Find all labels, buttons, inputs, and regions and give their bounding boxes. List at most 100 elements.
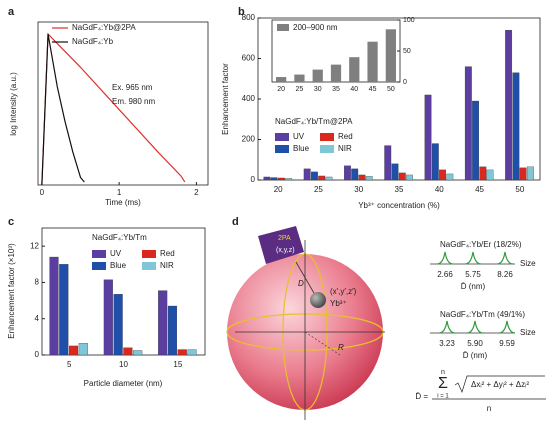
inset-x-tick-label: 30 xyxy=(314,86,322,93)
bar xyxy=(479,166,487,181)
bar xyxy=(263,176,271,181)
y-tick-label: 200 xyxy=(242,135,256,144)
legend-swatch xyxy=(275,145,289,153)
bar xyxy=(519,167,527,181)
bar xyxy=(446,173,454,181)
y-axis-label: Enhancement factor (×10³) xyxy=(7,243,16,339)
y-tick-label: 400 xyxy=(242,94,256,103)
x-tick-label: 15 xyxy=(173,360,182,369)
inset-x-tick-label: 20 xyxy=(277,86,285,93)
bar xyxy=(133,350,143,356)
y-tick-label: 0 xyxy=(35,350,40,359)
er-peak: 2.66 xyxy=(437,270,453,279)
er-axis: D̄ (nm) xyxy=(461,282,486,291)
legend-label: NaGdF₄:Yb@2PA xyxy=(72,23,136,32)
inset-legend-swatch xyxy=(277,24,289,31)
bar xyxy=(177,349,187,356)
radius-line xyxy=(304,331,341,356)
bar xyxy=(318,175,326,181)
bar xyxy=(270,177,278,181)
y-axis-label: Enhancement factor xyxy=(221,63,230,135)
tm-title: NaGdF₄:Yb/Tm (49/1%) xyxy=(440,310,525,319)
bar xyxy=(391,163,399,181)
x-tick-label: 5 xyxy=(67,360,72,369)
panel-letter: d xyxy=(232,216,239,228)
panel-letter: c xyxy=(8,216,14,228)
legend-label: Red xyxy=(160,249,175,258)
bar xyxy=(285,178,293,181)
y-tick-label: 8 xyxy=(35,278,40,287)
x-tick-label: 1 xyxy=(117,188,122,197)
panel-letter: b xyxy=(238,6,245,18)
ion-label: Yb³⁺ xyxy=(330,299,347,308)
bar xyxy=(325,176,333,181)
legend-swatch xyxy=(275,133,289,141)
tm-axis: D̄ (nm) xyxy=(463,351,488,360)
inset-y-tick-label: 50 xyxy=(403,48,411,55)
bar xyxy=(187,349,197,356)
inset-bar xyxy=(367,41,378,82)
legend-label: NIR xyxy=(160,261,174,270)
radical xyxy=(454,375,545,393)
bar xyxy=(439,169,446,181)
legend-label: NIR xyxy=(338,144,352,153)
x-tick-label: 2 xyxy=(194,188,199,197)
bar xyxy=(424,94,432,181)
x-tick-label: 10 xyxy=(119,360,128,369)
x-tick-label: 45 xyxy=(475,185,484,194)
bar xyxy=(486,169,494,181)
formula-lhs: D̄ = xyxy=(415,392,428,401)
er-peak: 8.26 xyxy=(497,270,513,279)
legend-label: UV xyxy=(110,249,122,258)
x-axis-label: Particle diameter (nm) xyxy=(84,379,163,388)
bar xyxy=(158,290,168,356)
legend-label: UV xyxy=(293,132,305,141)
legend-swatch xyxy=(92,262,106,270)
bar xyxy=(398,172,406,181)
bar xyxy=(431,143,439,181)
bar xyxy=(344,165,351,181)
bar xyxy=(113,294,123,356)
inset-x-tick-label: 40 xyxy=(350,86,358,93)
inset-bar xyxy=(330,64,342,82)
bar xyxy=(512,72,520,181)
bar xyxy=(406,174,413,181)
x-tick-label: 20 xyxy=(274,185,283,194)
legend-swatch xyxy=(142,262,156,270)
bar xyxy=(303,168,311,181)
inset-x-tick-label: 35 xyxy=(332,86,340,93)
bar xyxy=(505,29,513,181)
er-title: NaGdF₄:Yb/Er (18/2%) xyxy=(440,240,522,249)
legend-label: Red xyxy=(338,132,353,141)
tm-peak: 9.59 xyxy=(499,339,515,348)
plot-frame xyxy=(37,21,209,186)
ion xyxy=(310,292,326,308)
distance-label: D xyxy=(298,279,304,288)
inset-bar xyxy=(385,29,396,82)
bar xyxy=(167,305,178,356)
bar xyxy=(78,343,88,356)
bar xyxy=(464,66,472,181)
er-peaks xyxy=(436,251,514,265)
y-tick-label: 800 xyxy=(242,13,256,22)
formula-bottom: i = 1 xyxy=(437,394,449,400)
bar xyxy=(365,176,373,181)
inset-legend-label: 200–900 nm xyxy=(293,23,338,32)
inset-y-tick-label: 0 xyxy=(403,79,407,86)
formula-root: Δxᵢ² + Δyᵢ² + Δzᵢ² xyxy=(471,380,529,389)
legend-label: Blue xyxy=(293,144,310,153)
tag-coords: (x,y,z) xyxy=(276,247,295,254)
x-axis-label: Yb³⁺ concentration (%) xyxy=(358,201,440,210)
legend-swatch xyxy=(92,250,106,258)
inset-bar xyxy=(294,74,305,82)
x-tick-label: 30 xyxy=(354,185,363,194)
panel-d: d 2PA (x,y,z) D (x′,y′,z′) Yb³⁺ R NaGdF₄… xyxy=(226,216,546,420)
tm-peak: 5.90 xyxy=(467,339,483,348)
er-peak: 5.75 xyxy=(465,270,481,279)
inset-x-tick-label: 25 xyxy=(296,86,304,93)
bar xyxy=(526,166,534,181)
y-tick-label: 600 xyxy=(242,54,256,63)
inset-x-tick-label: 45 xyxy=(369,86,377,93)
legend-swatch xyxy=(142,250,156,258)
